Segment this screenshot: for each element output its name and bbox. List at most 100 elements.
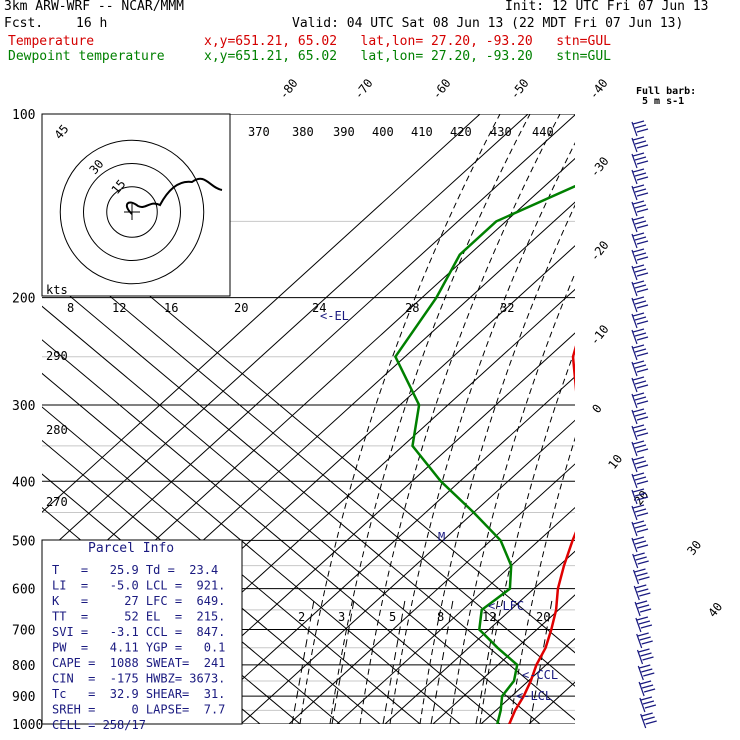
wind-barb-staff bbox=[631, 457, 638, 473]
pressure-tick-label: 700 bbox=[12, 624, 35, 639]
wind-barb-staff bbox=[631, 121, 638, 137]
wind-barb-flag bbox=[634, 156, 647, 161]
wind-barb-flag bbox=[636, 480, 649, 485]
moist-adiabat bbox=[449, 272, 575, 724]
pressure-tick-label: 400 bbox=[12, 475, 35, 490]
wind-barb bbox=[631, 488, 649, 505]
wind-barb-staff bbox=[631, 537, 638, 553]
wind-barb-flag bbox=[634, 476, 647, 481]
wind-barb-flag bbox=[634, 396, 647, 401]
mixing-ratio-label: 12 bbox=[482, 610, 496, 624]
theta-label: 280 bbox=[46, 423, 68, 437]
wind-barb-flag bbox=[634, 300, 647, 305]
wind-barb bbox=[631, 376, 649, 393]
wind-barb-staff bbox=[631, 265, 638, 281]
wind-barb-flag bbox=[634, 332, 647, 337]
wind-barb bbox=[631, 328, 649, 345]
wind-barb-flag bbox=[632, 312, 645, 317]
wind-barb-staff bbox=[631, 169, 638, 185]
wind-barb-flag bbox=[636, 208, 649, 213]
wind-barb bbox=[631, 264, 649, 281]
wind-barb-flag bbox=[636, 544, 649, 549]
hodograph-ring bbox=[106, 186, 158, 238]
wind-barb-flag bbox=[641, 640, 653, 645]
wind-barb-flag bbox=[632, 168, 645, 173]
wind-barb-flag bbox=[645, 720, 657, 725]
wind-barb-flag bbox=[642, 700, 655, 705]
pressure-tick-label: 1000 bbox=[12, 718, 43, 733]
wind-barb-staff bbox=[631, 185, 638, 201]
init-time: Init: 12 UTC Fri 07 Jun 13 bbox=[505, 0, 709, 14]
wind-barb-staff bbox=[631, 217, 638, 233]
wind-barb-flag bbox=[634, 188, 647, 193]
wind-barb-flag bbox=[634, 492, 647, 497]
parcel-info-row: T = 25.9 Td = 23.4 bbox=[52, 563, 218, 577]
wind-barb-staff bbox=[631, 201, 638, 217]
parcel-info-row: CIN = -175 HWBZ= 3673. bbox=[52, 672, 225, 686]
parcel-info-row: SVI = -3.1 CCL = 847. bbox=[52, 625, 225, 639]
wind-barb-staff bbox=[631, 137, 638, 153]
wind-barb-flag bbox=[636, 432, 649, 437]
dewpoint-legend: Dewpoint temperature bbox=[8, 49, 165, 64]
parcel-info-box bbox=[41, 539, 243, 725]
wind-barb-flag bbox=[634, 172, 647, 177]
temperature-location: x,y=651.21, 65.02 lat,lon= 27.20, -93.20… bbox=[204, 34, 611, 49]
theta-e-label: 370 bbox=[248, 125, 270, 139]
wind-barb-flag bbox=[632, 504, 645, 509]
wind-units-label: 5 m s-1 bbox=[642, 96, 684, 107]
moist-adiabat bbox=[419, 204, 575, 724]
wind-barb-staff bbox=[631, 409, 638, 425]
wind-barb-flag bbox=[632, 248, 645, 253]
theta-e-label: 400 bbox=[372, 125, 394, 139]
lfc-annotation: <-LFC bbox=[488, 599, 524, 613]
wind-barb bbox=[631, 296, 649, 313]
wind-barb-flag bbox=[637, 560, 649, 565]
wind-barb-flag bbox=[636, 448, 649, 453]
wind-barb-flag bbox=[632, 152, 645, 157]
wind-barb bbox=[633, 584, 651, 601]
isotherm-label: 10 bbox=[605, 452, 625, 472]
wind-barb-flag bbox=[643, 688, 656, 693]
mixing-ratio-line bbox=[331, 599, 355, 724]
wind-barb-flag bbox=[643, 716, 655, 721]
parcel-info-row: TT = 52 EL = 215. bbox=[52, 610, 225, 624]
wind-barb-flag bbox=[636, 272, 649, 277]
hodograph-trace bbox=[125, 177, 223, 215]
wind-barb-flag bbox=[635, 584, 647, 589]
dry-adiabat bbox=[42, 439, 381, 724]
wind-barb bbox=[636, 632, 653, 649]
moist-adiabat bbox=[359, 114, 561, 724]
wind-barb-staff bbox=[636, 633, 643, 649]
pressure-tick-label: 900 bbox=[12, 690, 35, 705]
wind-barb-flag bbox=[632, 376, 645, 381]
wind-barb bbox=[631, 232, 649, 249]
wind-barb-flag bbox=[634, 444, 647, 449]
wind-barb bbox=[631, 408, 649, 425]
wind-barb-flag bbox=[636, 320, 649, 325]
wind-barb bbox=[635, 616, 653, 633]
wind-barb bbox=[631, 360, 649, 377]
wind-barb-flag bbox=[634, 460, 647, 465]
wind-barb-staff bbox=[640, 713, 647, 729]
wind-barb bbox=[632, 552, 649, 569]
isotherm-label: -30 bbox=[587, 154, 611, 180]
theta-e-label: 430 bbox=[490, 125, 512, 139]
wind-barb-staff bbox=[631, 233, 638, 249]
wind-barb-flag bbox=[632, 536, 645, 541]
wind-barb-flag bbox=[634, 140, 647, 145]
pressure-tick-label: 600 bbox=[12, 583, 35, 598]
wind-barb-flag bbox=[639, 592, 651, 597]
wind-barb bbox=[631, 184, 649, 201]
wind-barb-flag bbox=[632, 328, 645, 333]
wind-barb-flag bbox=[636, 512, 649, 517]
wind-barb-flag bbox=[634, 412, 647, 417]
wind-barb bbox=[631, 168, 649, 185]
wind-barb-flag bbox=[632, 232, 645, 237]
isotherm-line bbox=[192, 376, 575, 724]
isotherm-line bbox=[144, 332, 575, 724]
wind-barb-flag bbox=[634, 204, 647, 209]
wind-barb-staff bbox=[631, 505, 638, 521]
isotherm-line bbox=[432, 594, 575, 724]
dewpoint-profile bbox=[393, 184, 575, 724]
wind-barb-flag bbox=[634, 268, 647, 273]
